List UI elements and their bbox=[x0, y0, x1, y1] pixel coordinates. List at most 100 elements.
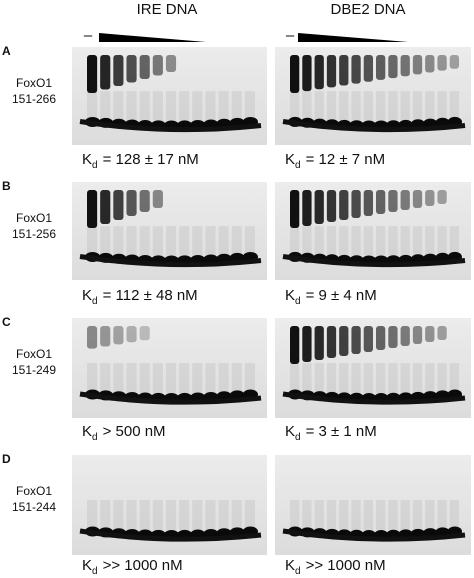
lane-smear bbox=[87, 226, 98, 256]
column-header: IRE DNA bbox=[137, 1, 198, 18]
protein-range: 151-256 bbox=[12, 227, 56, 241]
lane-smear bbox=[244, 500, 255, 530]
lane-smear bbox=[437, 226, 447, 256]
kd-text: = 112 ± 48 nM bbox=[103, 287, 198, 304]
lane-smear bbox=[314, 363, 324, 393]
lane-smear bbox=[314, 91, 324, 121]
lane-smear bbox=[326, 500, 337, 530]
lane-smear bbox=[231, 500, 242, 530]
gel-image bbox=[275, 47, 471, 145]
panel-letter: B bbox=[2, 179, 11, 193]
shifted-band bbox=[339, 326, 349, 356]
lane-smear bbox=[351, 500, 361, 530]
lane-smear bbox=[400, 500, 410, 530]
panel-letter: D bbox=[2, 452, 11, 466]
kd-value: Kd >> 1000 nM bbox=[82, 557, 183, 577]
lane-smear bbox=[152, 363, 163, 393]
lane-smear bbox=[87, 500, 98, 530]
kd-subscript: d bbox=[295, 160, 301, 171]
lane-smear bbox=[412, 363, 423, 393]
lane-smear bbox=[205, 91, 216, 121]
panel-letter: C bbox=[2, 315, 11, 329]
lane-smear bbox=[400, 363, 410, 393]
shifted-band bbox=[363, 190, 373, 216]
shifted-band bbox=[113, 190, 124, 220]
kd-symbol: K bbox=[82, 557, 92, 574]
lane-smear bbox=[205, 226, 216, 256]
lane-smear bbox=[179, 500, 190, 530]
kd-subscript: d bbox=[92, 296, 98, 307]
lane-smear bbox=[179, 226, 190, 256]
lane-smear bbox=[231, 363, 242, 393]
free-probe-band bbox=[282, 391, 466, 405]
lane-smear bbox=[437, 363, 447, 393]
lane-smear bbox=[152, 500, 163, 530]
gel-image bbox=[72, 318, 267, 418]
kd-value: Kd > 500 nM bbox=[82, 423, 166, 443]
lane-smear bbox=[351, 226, 361, 256]
free-probe-band bbox=[282, 528, 466, 542]
lane-smear bbox=[218, 91, 229, 121]
kd-subscript: d bbox=[92, 566, 98, 577]
lane-smear bbox=[425, 91, 435, 121]
titration-wedge bbox=[99, 33, 206, 42]
lane-smear bbox=[388, 500, 398, 530]
shifted-band bbox=[400, 190, 410, 210]
lane-smear bbox=[326, 226, 337, 256]
shifted-band bbox=[412, 55, 423, 75]
lane-smear bbox=[290, 226, 300, 256]
lane-smear bbox=[100, 226, 111, 256]
lane-smear bbox=[449, 363, 459, 393]
lane-smear bbox=[113, 226, 124, 256]
kd-text: = 3 ± 1 nM bbox=[306, 423, 377, 440]
lane-smear bbox=[192, 363, 203, 393]
lane-smear bbox=[139, 363, 150, 393]
kd-symbol: K bbox=[285, 423, 295, 440]
lane-smear bbox=[179, 91, 190, 121]
lane-smear bbox=[400, 226, 410, 256]
lane-smear bbox=[113, 91, 124, 121]
minus-sign: – bbox=[286, 27, 295, 44]
gel-image bbox=[72, 455, 267, 555]
shifted-band bbox=[113, 326, 124, 345]
lane-smear bbox=[290, 363, 300, 393]
kd-value: Kd = 12 ± 7 nM bbox=[285, 151, 385, 171]
lane-smear bbox=[126, 226, 137, 256]
lane-smear bbox=[244, 226, 255, 256]
shifted-band bbox=[302, 326, 312, 362]
panel-letter: A bbox=[2, 44, 11, 58]
free-probe-band bbox=[79, 528, 262, 542]
lane-smear bbox=[165, 91, 177, 121]
lane-smear bbox=[388, 226, 398, 256]
kd-text: >> 1000 nM bbox=[306, 557, 386, 574]
kd-value: Kd = 128 ± 17 nM bbox=[82, 151, 199, 171]
kd-subscript: d bbox=[295, 432, 301, 443]
lane-smear bbox=[449, 500, 459, 530]
lane-smear bbox=[244, 363, 255, 393]
gel-image bbox=[275, 455, 471, 555]
shifted-band bbox=[351, 55, 361, 84]
kd-subscript: d bbox=[295, 296, 301, 307]
lane-smear bbox=[425, 500, 435, 530]
lane-smear bbox=[126, 91, 137, 121]
shifted-band bbox=[326, 190, 337, 222]
lane-smear bbox=[425, 226, 435, 256]
shifted-band bbox=[302, 190, 312, 226]
free-probe-band bbox=[79, 119, 262, 133]
shifted-band bbox=[412, 190, 423, 208]
lane-smear bbox=[339, 363, 349, 393]
shifted-band bbox=[87, 326, 98, 349]
lane-smear bbox=[152, 226, 163, 256]
kd-subscript: d bbox=[92, 160, 98, 171]
kd-symbol: K bbox=[82, 287, 92, 304]
lane-smear bbox=[165, 363, 177, 393]
lane-smear bbox=[205, 500, 216, 530]
shifted-band bbox=[126, 326, 137, 343]
lane-smear bbox=[326, 91, 337, 121]
free-probe-band bbox=[282, 254, 466, 268]
shifted-band bbox=[126, 55, 137, 83]
shifted-band bbox=[139, 326, 150, 341]
lane-smear bbox=[165, 500, 177, 530]
lane-smear bbox=[87, 91, 98, 121]
lane-smear bbox=[100, 500, 111, 530]
